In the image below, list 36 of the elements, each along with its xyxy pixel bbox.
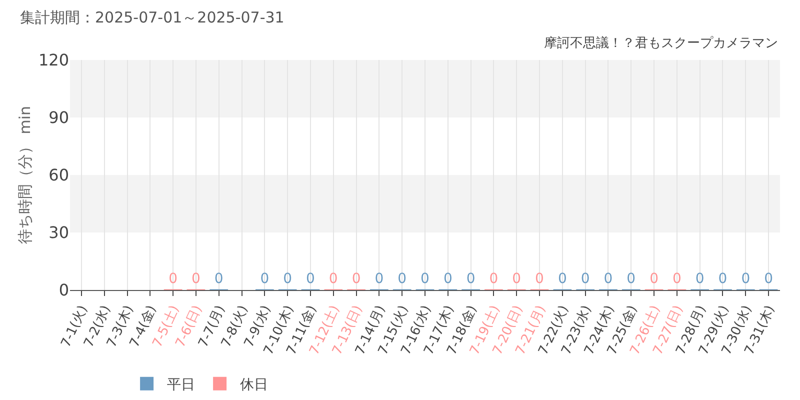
data-label: 0	[626, 271, 636, 287]
data-label: 0	[398, 271, 407, 287]
data-label: 0	[672, 271, 682, 287]
data-label: 0	[580, 271, 590, 287]
data-label: 0	[489, 271, 498, 287]
data-label: 0	[718, 271, 728, 287]
data-label: 0	[741, 271, 750, 287]
data-label: 0	[650, 271, 658, 287]
y-axis-title: 待ち時間（分） min	[16, 106, 34, 244]
data-label: 0	[535, 271, 544, 287]
data-label: 0	[695, 271, 704, 287]
data-label: 0	[192, 271, 200, 287]
data-label: 0	[283, 271, 292, 287]
y-tick-label: 0	[58, 280, 69, 300]
data-label: 0	[328, 271, 338, 287]
data-label: 0	[443, 271, 452, 287]
data-label: 0	[764, 271, 774, 287]
data-label: 0	[374, 271, 384, 287]
data-label: 0	[306, 271, 315, 287]
data-label: 0	[168, 271, 178, 287]
y-tick-label: 120	[38, 50, 69, 70]
data-label: 0	[512, 271, 522, 287]
data-label: 0	[420, 271, 430, 287]
y-tick-label: 30	[48, 223, 69, 242]
chart-subtitle: 摩訶不思議！？君もスクープカメラマン	[544, 36, 778, 51]
data-label: 0	[558, 271, 567, 287]
data-label: 0	[466, 271, 476, 287]
data-label: 0	[604, 271, 613, 287]
legend-label: 休日	[240, 377, 268, 394]
y-tick-label: 60	[48, 166, 69, 185]
data-label: 0	[214, 271, 224, 287]
chart-title: 集計期間：2025-07-01～2025-07-31	[20, 8, 284, 26]
data-label: 0	[260, 271, 270, 287]
data-label: 0	[352, 271, 361, 287]
legend-label: 平日	[166, 377, 195, 394]
y-tick-label: 90	[48, 108, 69, 128]
